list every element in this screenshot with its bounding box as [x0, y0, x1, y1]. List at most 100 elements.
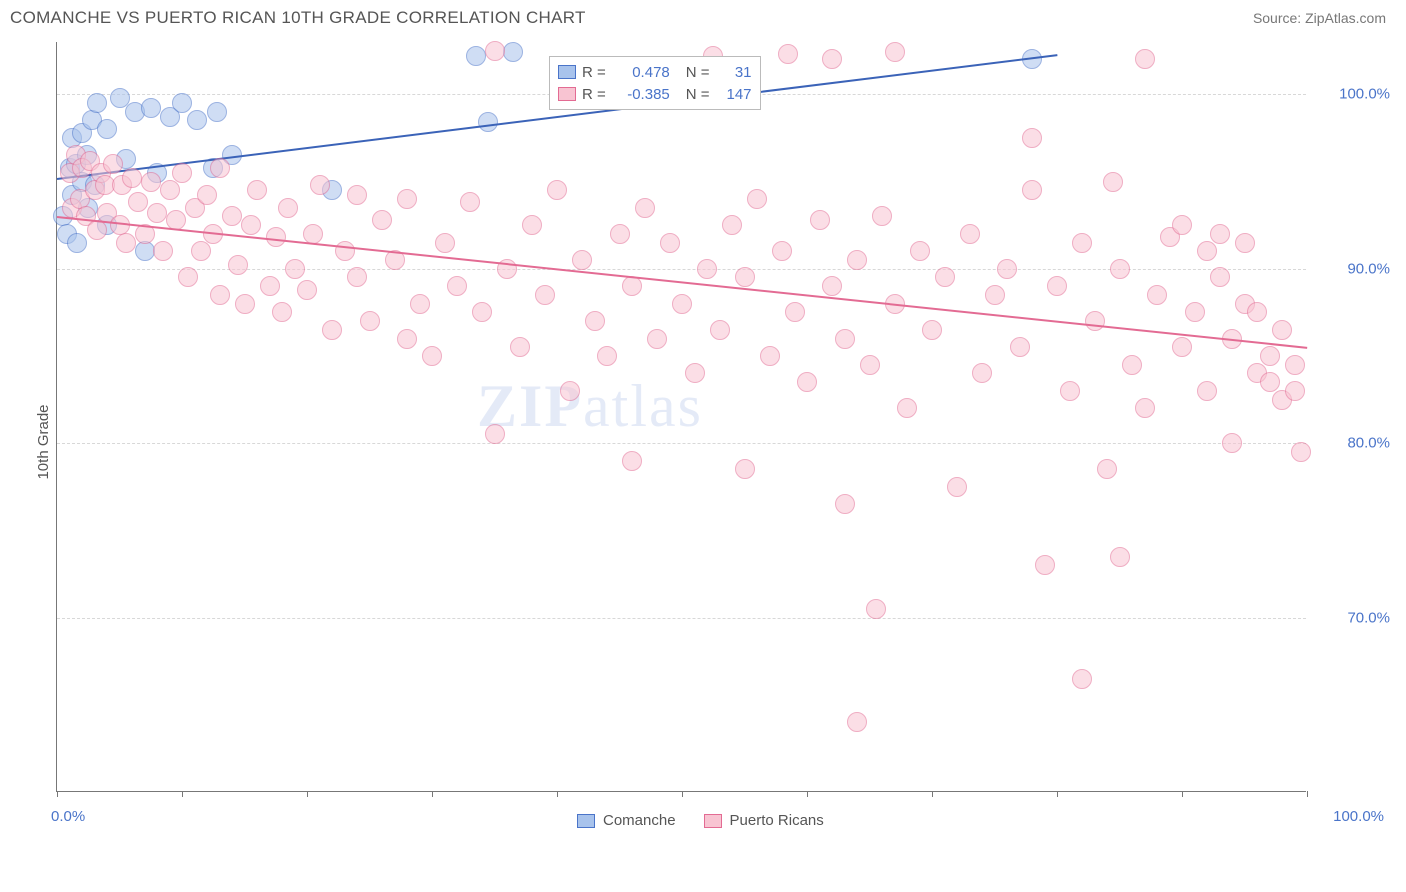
- r-label: R =: [582, 86, 606, 103]
- scatter-point: [922, 320, 942, 340]
- scatter-point: [335, 241, 355, 261]
- scatter-point: [228, 255, 248, 275]
- scatter-point: [422, 346, 442, 366]
- scatter-point: [260, 276, 280, 296]
- scatter-point: [1147, 285, 1167, 305]
- scatter-point: [1185, 302, 1205, 322]
- scatter-point: [585, 311, 605, 331]
- scatter-point: [187, 110, 207, 130]
- scatter-point: [1260, 346, 1280, 366]
- scatter-point: [410, 294, 430, 314]
- y-axis-label: 10th Grade: [35, 404, 52, 479]
- scatter-point: [1222, 433, 1242, 453]
- scatter-point: [87, 220, 107, 240]
- scatter-point: [397, 329, 417, 349]
- scatter-point: [397, 189, 417, 209]
- scatter-point: [1103, 172, 1123, 192]
- scatter-point: [697, 259, 717, 279]
- scatter-point: [210, 285, 230, 305]
- scatter-point: [835, 329, 855, 349]
- scatter-point: [522, 215, 542, 235]
- scatter-point: [1197, 241, 1217, 261]
- scatter-point: [610, 224, 630, 244]
- scatter-point: [1097, 459, 1117, 479]
- scatter-point: [347, 267, 367, 287]
- scatter-point: [1272, 320, 1292, 340]
- scatter-point: [360, 311, 380, 331]
- scatter-point: [1110, 547, 1130, 567]
- scatter-point: [466, 46, 486, 66]
- scatter-point: [247, 180, 267, 200]
- y-tick-label: 90.0%: [1314, 260, 1390, 277]
- scatter-point: [1010, 337, 1030, 357]
- gridline: [57, 443, 1306, 444]
- scatter-point: [485, 41, 505, 61]
- x-tick: [307, 791, 308, 797]
- scatter-point: [572, 250, 592, 270]
- x-tick: [1057, 791, 1058, 797]
- scatter-point: [1122, 355, 1142, 375]
- scatter-point: [207, 102, 227, 122]
- scatter-point: [135, 241, 155, 261]
- scatter-point: [191, 241, 211, 261]
- scatter-point: [1172, 215, 1192, 235]
- scatter-point: [1260, 372, 1280, 392]
- x-axis-min-label: 0.0%: [51, 808, 85, 825]
- scatter-point: [822, 276, 842, 296]
- scatter-point: [997, 259, 1017, 279]
- n-label: N =: [686, 64, 710, 81]
- scatter-point: [1210, 224, 1230, 244]
- plot-area: ZIPatlas 70.0%80.0%90.0%100.0%0.0%100.0%…: [56, 42, 1306, 792]
- scatter-point: [972, 363, 992, 383]
- scatter-point: [1291, 442, 1311, 462]
- scatter-point: [297, 280, 317, 300]
- scatter-point: [1060, 381, 1080, 401]
- scatter-point: [67, 233, 87, 253]
- scatter-point: [222, 206, 242, 226]
- gridline: [57, 618, 1306, 619]
- scatter-point: [735, 267, 755, 287]
- scatter-point: [285, 259, 305, 279]
- scatter-point: [910, 241, 930, 261]
- scatter-point: [347, 185, 367, 205]
- n-value: 31: [716, 64, 752, 81]
- scatter-point: [1072, 669, 1092, 689]
- x-axis-max-label: 100.0%: [1333, 808, 1384, 825]
- scatter-point: [535, 285, 555, 305]
- legend-swatch: [558, 65, 576, 79]
- scatter-point: [241, 215, 261, 235]
- x-tick: [807, 791, 808, 797]
- scatter-point: [947, 477, 967, 497]
- scatter-point: [1197, 381, 1217, 401]
- scatter-point: [141, 98, 161, 118]
- x-tick: [432, 791, 433, 797]
- n-label: N =: [686, 86, 710, 103]
- scatter-point: [1235, 233, 1255, 253]
- scatter-point: [597, 346, 617, 366]
- legend-item: Puerto Ricans: [704, 812, 824, 829]
- scatter-point: [172, 93, 192, 113]
- r-label: R =: [582, 64, 606, 81]
- scatter-point: [310, 175, 330, 195]
- scatter-point: [622, 451, 642, 471]
- x-tick: [682, 791, 683, 797]
- y-tick-label: 70.0%: [1314, 609, 1390, 626]
- scatter-point: [866, 599, 886, 619]
- scatter-point: [1172, 337, 1192, 357]
- legend-label: Comanche: [603, 812, 676, 829]
- scatter-point: [1022, 180, 1042, 200]
- x-tick: [557, 791, 558, 797]
- scatter-point: [1035, 555, 1055, 575]
- scatter-point: [935, 267, 955, 287]
- chart-title: COMANCHE VS PUERTO RICAN 10TH GRADE CORR…: [10, 8, 586, 28]
- scatter-point: [103, 154, 123, 174]
- watermark: ZIPatlas: [477, 372, 703, 441]
- scatter-point: [747, 189, 767, 209]
- scatter-point: [778, 44, 798, 64]
- scatter-point: [510, 337, 530, 357]
- scatter-point: [303, 224, 323, 244]
- scatter-point: [141, 172, 161, 192]
- scatter-point: [147, 203, 167, 223]
- scatter-point: [472, 302, 492, 322]
- watermark-atlas: atlas: [583, 373, 703, 439]
